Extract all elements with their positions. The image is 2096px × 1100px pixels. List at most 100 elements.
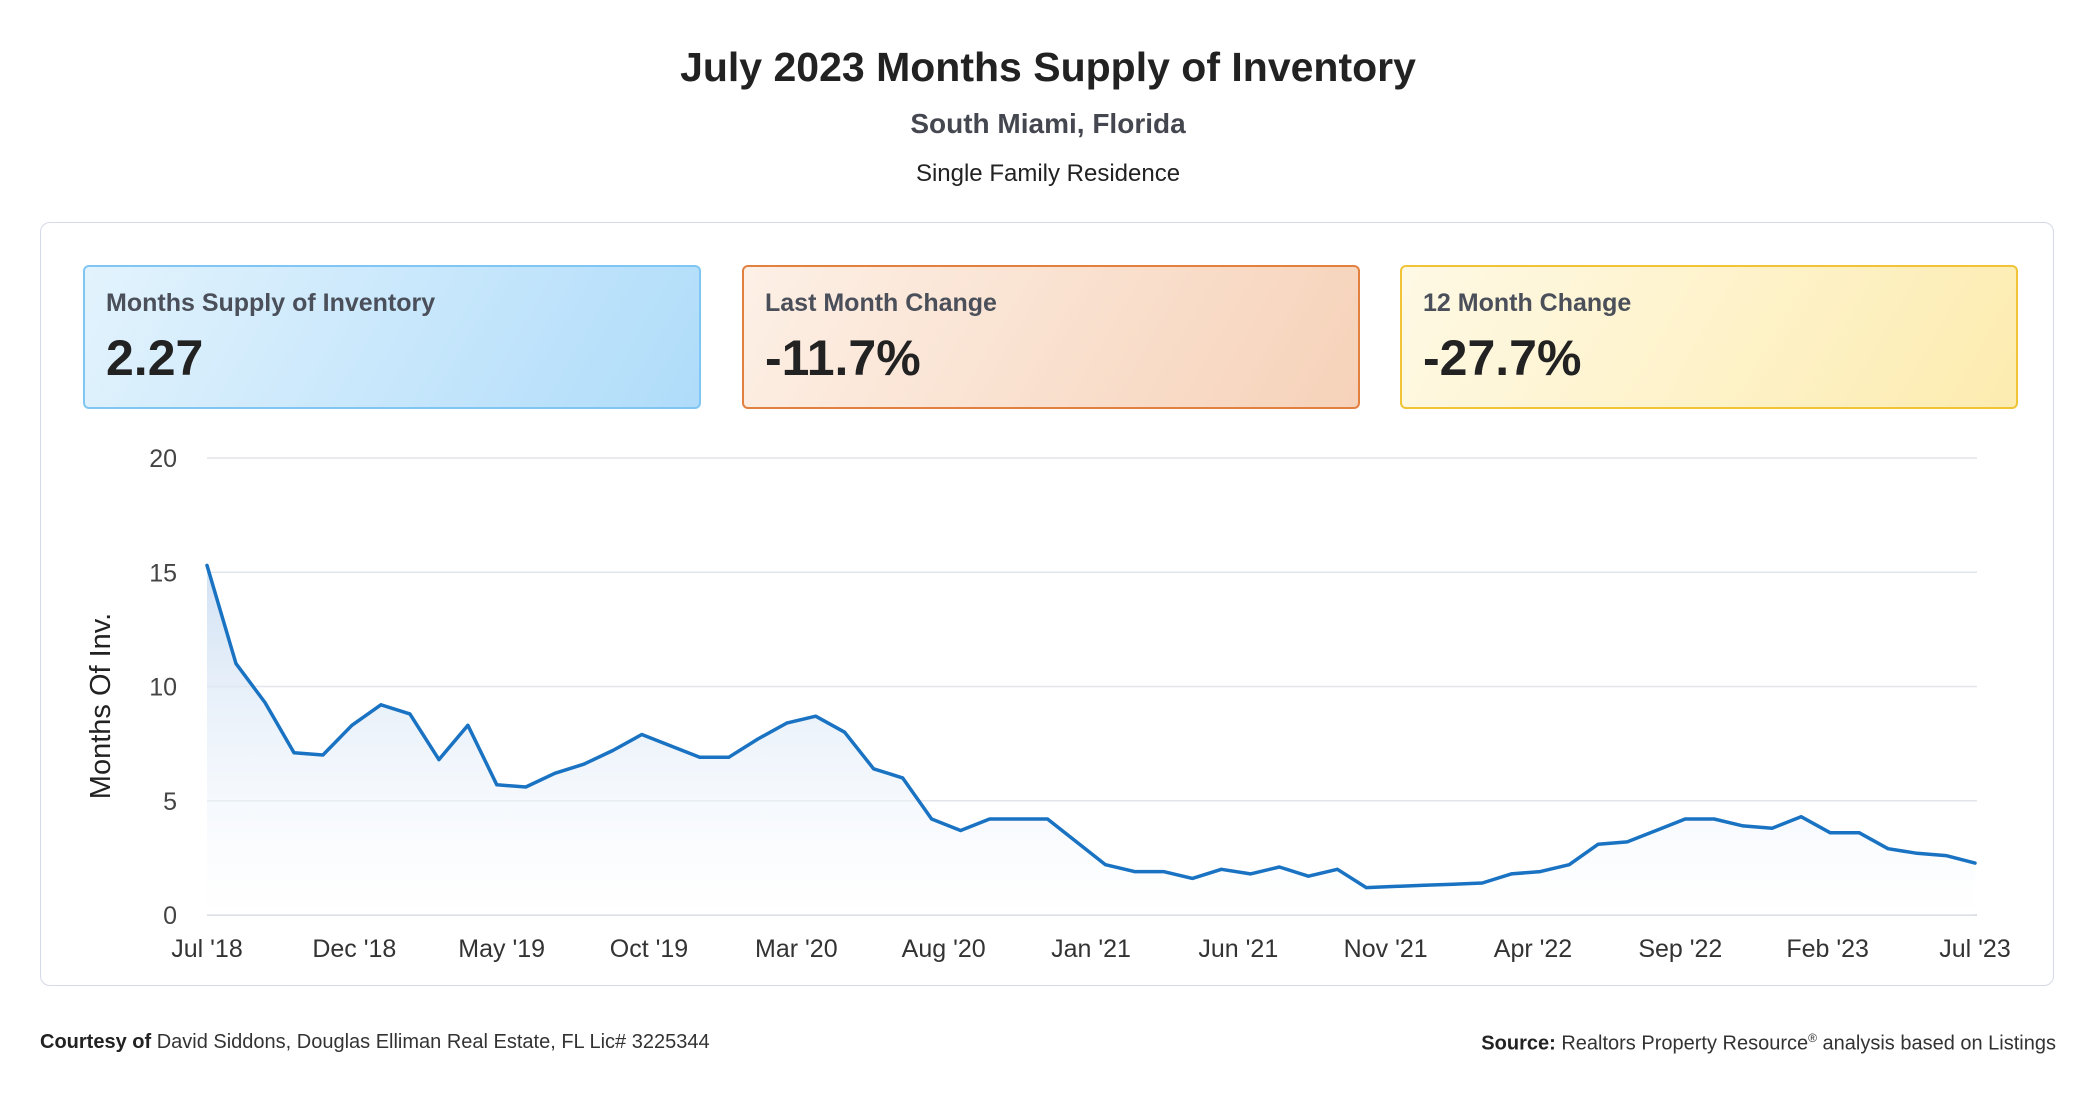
data-point bbox=[1103, 863, 1107, 867]
data-point bbox=[205, 563, 209, 567]
y-tick-label: 0 bbox=[163, 902, 177, 930]
data-point bbox=[1567, 863, 1571, 867]
months-supply-label: Months Supply of Inventory bbox=[106, 289, 436, 317]
data-point bbox=[814, 714, 818, 718]
source-text: Realtors Property Resource bbox=[1561, 1032, 1809, 1055]
last-month-change-value: -11.7% bbox=[765, 330, 921, 386]
data-point bbox=[1741, 824, 1745, 828]
data-point bbox=[1248, 872, 1252, 876]
data-point bbox=[553, 771, 557, 775]
x-tick-label: Jul '18 bbox=[171, 935, 242, 963]
data-point bbox=[930, 817, 934, 821]
data-point bbox=[1857, 831, 1861, 835]
data-point bbox=[466, 723, 470, 727]
data-point bbox=[1393, 884, 1397, 888]
months-supply-card: Months Supply of Inventory 2.27 bbox=[83, 265, 701, 409]
source-suffix: analysis based on Listings bbox=[1816, 1032, 2057, 1055]
data-point bbox=[988, 817, 992, 821]
data-point bbox=[1712, 817, 1716, 821]
data-point bbox=[1451, 882, 1455, 886]
data-point bbox=[640, 732, 644, 736]
data-point bbox=[1075, 840, 1079, 844]
data-point bbox=[1596, 842, 1600, 846]
data-point bbox=[524, 785, 528, 789]
data-point bbox=[843, 730, 847, 734]
data-point bbox=[234, 662, 238, 666]
inventory-line-chart: 0 5 10 15 20 Jul '18 Dec '18 May '19 Oct '19 Mar… bbox=[85, 445, 2011, 963]
last-month-change-label: Last Month Change bbox=[765, 289, 997, 317]
data-point bbox=[1799, 815, 1803, 819]
source-label: Source: bbox=[1481, 1032, 1556, 1055]
data-point bbox=[1973, 861, 1977, 865]
data-point bbox=[756, 737, 760, 741]
data-point bbox=[1509, 872, 1513, 876]
source-footer: Source: Realtors Property Resource® anal… bbox=[1481, 1031, 2056, 1056]
data-point bbox=[437, 758, 441, 762]
data-point bbox=[1190, 876, 1194, 880]
data-point bbox=[669, 744, 673, 748]
data-point bbox=[901, 776, 905, 780]
series-area-fill bbox=[207, 565, 1975, 915]
data-point bbox=[350, 723, 354, 727]
x-tick-label: Sep '22 bbox=[1638, 935, 1722, 963]
data-point bbox=[321, 753, 325, 757]
x-tick-label: Feb '23 bbox=[1786, 935, 1869, 963]
x-tick-label: Mar '20 bbox=[755, 935, 838, 963]
data-point bbox=[582, 762, 586, 766]
months-supply-value: 2.27 bbox=[106, 330, 204, 386]
data-point bbox=[1422, 883, 1426, 887]
data-point bbox=[1132, 870, 1136, 874]
data-point bbox=[1770, 826, 1774, 830]
data-point bbox=[785, 721, 789, 725]
property-type: Single Family Residence bbox=[915, 160, 1181, 187]
x-tick-label: Dec '18 bbox=[312, 935, 396, 963]
data-point bbox=[1161, 870, 1165, 874]
data-point bbox=[872, 767, 876, 771]
data-point bbox=[1364, 886, 1368, 890]
registered-mark: ® bbox=[1808, 1031, 1817, 1045]
courtesy-text: David Siddons, Douglas Elliman Real Esta… bbox=[156, 1031, 710, 1053]
data-point bbox=[263, 700, 267, 704]
x-tick-label: Jun '21 bbox=[1198, 935, 1278, 963]
data-point bbox=[611, 748, 615, 752]
data-point bbox=[1335, 867, 1339, 871]
y-tick-label: 20 bbox=[149, 445, 177, 473]
data-point bbox=[1944, 854, 1948, 858]
x-tick-label: Jan '21 bbox=[1051, 935, 1131, 963]
data-point bbox=[292, 751, 296, 755]
data-point bbox=[1219, 867, 1223, 871]
x-tick-label: Jul '23 bbox=[1939, 935, 2010, 963]
data-point bbox=[495, 783, 499, 787]
twelve-month-change-value: -27.7% bbox=[1423, 330, 1582, 386]
y-tick-label: 10 bbox=[149, 674, 177, 702]
y-tick-label: 15 bbox=[149, 559, 177, 587]
x-tick-label: Aug '20 bbox=[902, 935, 986, 963]
data-point bbox=[1046, 817, 1050, 821]
data-point bbox=[408, 712, 412, 716]
y-axis-label: Months Of Inv. bbox=[85, 613, 117, 799]
data-point bbox=[1538, 870, 1542, 874]
page-title: July 2023 Months Supply of Inventory bbox=[680, 44, 1416, 90]
data-point bbox=[1683, 817, 1687, 821]
last-month-change-card: Last Month Change -11.7% bbox=[742, 265, 1360, 409]
data-point bbox=[1654, 828, 1658, 832]
courtesy-footer: Courtesy of David Siddons, Douglas Ellim… bbox=[40, 1031, 710, 1054]
data-point bbox=[727, 755, 731, 759]
data-point bbox=[1480, 881, 1484, 885]
data-point bbox=[379, 703, 383, 707]
courtesy-label: Courtesy of bbox=[40, 1031, 152, 1053]
y-tick-label: 5 bbox=[163, 788, 177, 816]
data-point bbox=[1277, 865, 1281, 869]
data-point bbox=[1625, 840, 1629, 844]
data-point bbox=[698, 755, 702, 759]
x-tick-label: Oct '19 bbox=[610, 935, 688, 963]
data-point bbox=[1915, 851, 1919, 855]
series-line bbox=[205, 563, 1977, 890]
data-point bbox=[1828, 831, 1832, 835]
data-point bbox=[1306, 874, 1310, 878]
data-point bbox=[1017, 817, 1021, 821]
twelve-month-change-label: 12 Month Change bbox=[1423, 289, 1632, 317]
x-tick-label: May '19 bbox=[458, 935, 545, 963]
twelve-month-change-card: 12 Month Change -27.7% bbox=[1400, 265, 2018, 409]
x-tick-label: Apr '22 bbox=[1494, 935, 1572, 963]
